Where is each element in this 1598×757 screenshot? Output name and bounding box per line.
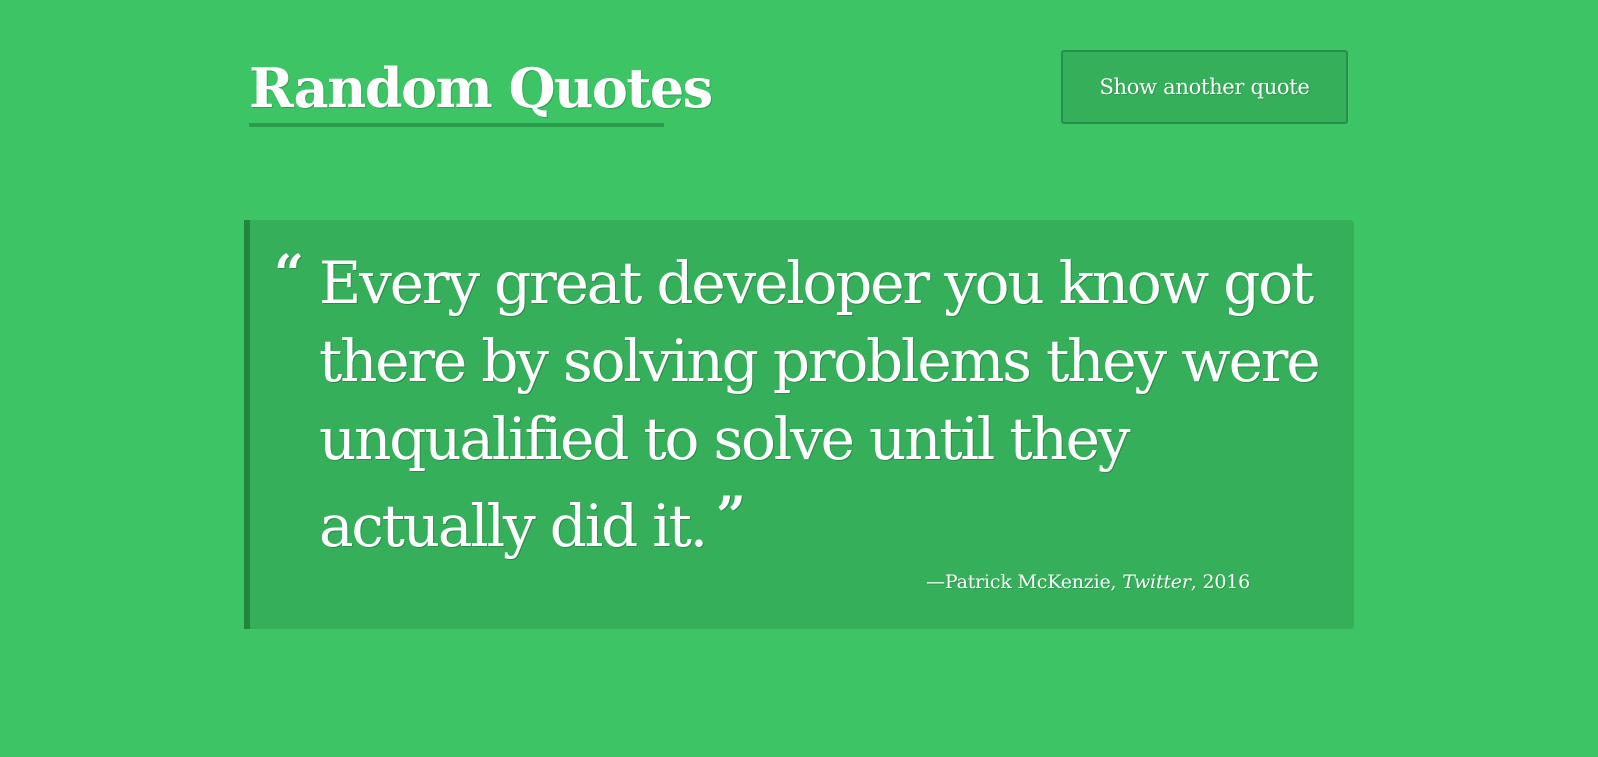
attribution-dash: —: [926, 571, 945, 593]
quote-card: “ Every great developer you know got the…: [244, 220, 1354, 629]
quote-text: Every great developer you know got there…: [319, 244, 1349, 565]
title-underline: [249, 123, 664, 127]
quote-year: 2016: [1202, 571, 1250, 593]
close-quote-icon: ”: [715, 486, 746, 547]
attribution-separator: ,: [1190, 571, 1203, 593]
attribution-separator: ,: [1110, 571, 1123, 593]
quote-author: Patrick McKenzie: [944, 571, 1111, 593]
quote-attribution: —Patrick McKenzie, Twitter, 2016: [926, 568, 1250, 596]
quote-body: Every great developer you know got there…: [319, 249, 1321, 560]
quote-source: Twitter: [1122, 571, 1191, 593]
show-another-quote-button[interactable]: Show another quote: [1061, 50, 1348, 124]
page-title-link[interactable]: Random Quotes: [249, 56, 713, 120]
open-quote-icon: “: [274, 244, 304, 305]
